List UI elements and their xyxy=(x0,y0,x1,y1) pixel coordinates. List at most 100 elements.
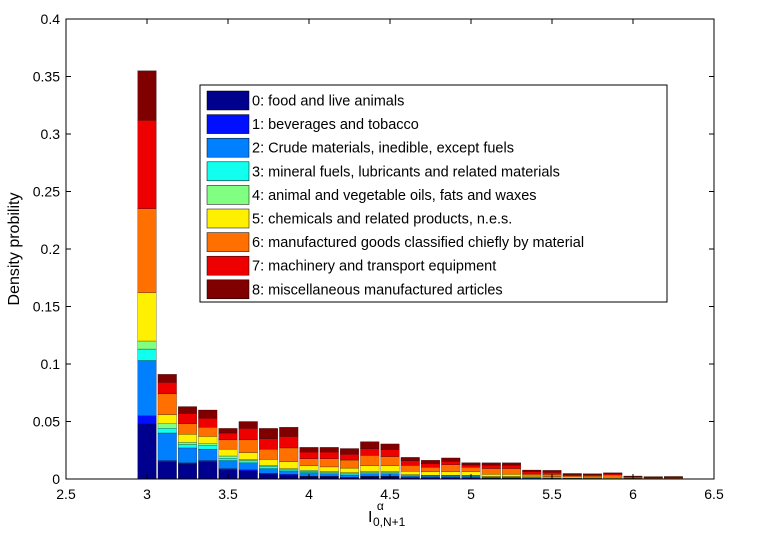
bar-segment-cat6-bin3 xyxy=(198,427,218,437)
bar-segment-cat3-bin12 xyxy=(380,472,400,474)
bar-segment-cat8-bin26 xyxy=(664,476,683,478)
legend-swatch-1 xyxy=(206,114,250,134)
bar-segment-cat0-bin3 xyxy=(198,461,218,480)
legend-label-7: 7: machinery and transport equipment xyxy=(252,259,496,275)
bar-segment-cat5-bin12 xyxy=(380,465,400,472)
bar-segment-cat5-bin7 xyxy=(279,461,299,469)
bar-segment-cat5-bin13 xyxy=(400,471,420,475)
legend-swatch-8 xyxy=(206,279,250,300)
x-tick-label: 5 xyxy=(467,486,475,502)
bar-segment-cat6-bin2 xyxy=(178,423,197,435)
legend-label-4: 4: animal and vegetable oils, fats and w… xyxy=(252,188,537,204)
bar-segment-cat3-bin7 xyxy=(279,469,299,472)
legend-swatch-2 xyxy=(206,137,250,158)
bar-segment-cat5-bin18 xyxy=(502,474,521,477)
bar-segment-cat6-bin0 xyxy=(137,208,157,293)
bar-segment-cat8-bin8 xyxy=(299,447,319,453)
bar-segment-cat5-bin15 xyxy=(441,471,461,476)
bar-segment-cat5-bin8 xyxy=(299,465,319,471)
bar-segment-cat3-bin13 xyxy=(400,475,420,477)
bar-segment-cat5-bin23 xyxy=(603,477,623,479)
bar-segment-cat8-bin4 xyxy=(218,428,238,434)
bar-segment-cat2-bin3 xyxy=(198,448,218,461)
bar-segment-cat1-bin3 xyxy=(198,460,218,462)
x-axis-ticks: 2.5 3 3.5 4 4.5 5 5.5 6 6.5 xyxy=(56,19,724,502)
bar-segment-cat2-bin11 xyxy=(360,473,380,477)
x-tick-label: 3 xyxy=(143,486,151,502)
bar-segment-cat2-bin0 xyxy=(137,360,157,416)
y-tick-label: 0.4 xyxy=(41,11,61,27)
bar-segment-cat8-bin22 xyxy=(583,473,602,475)
bar-segment-cat2-bin14 xyxy=(421,476,440,478)
y-axis-label: Density probility xyxy=(6,193,23,306)
bar-segment-cat7-bin5 xyxy=(238,428,258,441)
bar-segment-cat5-bin0 xyxy=(137,292,157,342)
bar-segment-cat2-bin6 xyxy=(259,468,278,474)
legend-swatch-4 xyxy=(206,185,250,205)
bar-segment-cat4-bin3 xyxy=(198,443,218,446)
bar-segment-cat3-bin0 xyxy=(137,348,157,361)
bar-segment-cat7-bin4 xyxy=(218,432,238,441)
bar-segment-cat2-bin2 xyxy=(178,447,197,464)
x-tick-label: 2.5 xyxy=(56,486,76,502)
bar-segment-cat7-bin2 xyxy=(178,413,197,424)
bar-segment-cat0-bin2 xyxy=(178,463,197,480)
bar-segment-cat8-bin23 xyxy=(603,472,623,474)
x-tick-label: 4.5 xyxy=(380,486,400,502)
legend-label-6: 6: manufactured goods classified chiefly… xyxy=(252,235,584,251)
x-axis-label: I α 0,N+1 xyxy=(368,497,406,529)
legend-box xyxy=(199,84,668,303)
y-tick-label: 0.35 xyxy=(33,69,60,85)
bar-segment-cat5-bin10 xyxy=(340,467,359,473)
legend-swatch-6 xyxy=(206,232,250,252)
bar-segment-cat1-bin4 xyxy=(218,468,238,470)
bar-segment-cat4-bin10 xyxy=(340,472,359,474)
bar-segment-cat8-bin19 xyxy=(522,469,542,472)
y-tick-label: 0.15 xyxy=(33,299,60,315)
legend: 0: food and live animals 1: beverages and… xyxy=(199,84,668,303)
stacked-bars xyxy=(137,70,683,480)
bar-segment-cat3-bin11 xyxy=(360,472,380,474)
bar-segment-cat4-bin4 xyxy=(218,455,238,459)
bar-segment-cat6-bin21 xyxy=(562,475,582,478)
bar-segment-cat0-bin1 xyxy=(157,461,177,480)
bar-segment-cat8-bin11 xyxy=(360,441,380,449)
bar-segment-cat8-bin5 xyxy=(238,421,258,429)
bar-segment-cat4-bin1 xyxy=(157,423,177,429)
legend-label-1: 1: beverages and tobacco xyxy=(252,117,419,133)
bar-segment-cat5-bin5 xyxy=(238,452,258,460)
bar-segment-cat6-bin5 xyxy=(238,439,258,453)
bar-segment-cat5-bin19 xyxy=(522,476,542,478)
bar-segment-cat3-bin1 xyxy=(157,428,177,434)
bar-segment-cat3-bin3 xyxy=(198,445,218,450)
bar-segment-cat7-bin0 xyxy=(137,120,157,209)
bar-segment-cat8-bin13 xyxy=(400,457,420,461)
bar-segment-cat7-bin7 xyxy=(279,436,299,449)
bar-segment-cat6-bin11 xyxy=(360,455,380,466)
bar-segment-cat0-bin5 xyxy=(238,470,258,480)
bar-segment-cat3-bin2 xyxy=(178,444,197,449)
bar-segment-cat5-bin1 xyxy=(157,414,177,424)
bar-segment-cat6-bin23 xyxy=(603,474,623,478)
bar-segment-cat8-bin17 xyxy=(481,462,501,466)
bar-segment-cat2-bin5 xyxy=(238,462,258,470)
bar-segment-cat3-bin4 xyxy=(218,458,238,461)
bar-segment-cat2-bin18 xyxy=(502,477,521,479)
x-tick-label: 5.5 xyxy=(542,486,562,502)
bar-segment-cat5-bin2 xyxy=(178,434,197,443)
bar-segment-cat8-bin25 xyxy=(643,476,663,478)
bar-segment-cat5-bin17 xyxy=(481,474,501,477)
bar-segment-cat6-bin6 xyxy=(259,448,278,460)
bar-segment-cat7-bin23 xyxy=(603,473,623,476)
legend-swatch-0 xyxy=(206,90,250,111)
x-axis-label-base: I xyxy=(368,509,372,526)
bar-segment-cat8-bin1 xyxy=(157,374,177,383)
legend-label-3: 3: mineral fuels, lubricants and related… xyxy=(252,164,560,180)
bar-segment-cat3-bin10 xyxy=(340,473,359,476)
bar-segment-cat6-bin4 xyxy=(218,439,238,450)
bar-segment-cat8-bin6 xyxy=(259,428,278,439)
bar-segment-cat5-bin22 xyxy=(583,477,602,479)
bar-segment-cat7-bin9 xyxy=(319,451,339,460)
bar-segment-cat1-bin6 xyxy=(259,473,278,475)
bar-segment-cat4-bin5 xyxy=(238,459,258,461)
